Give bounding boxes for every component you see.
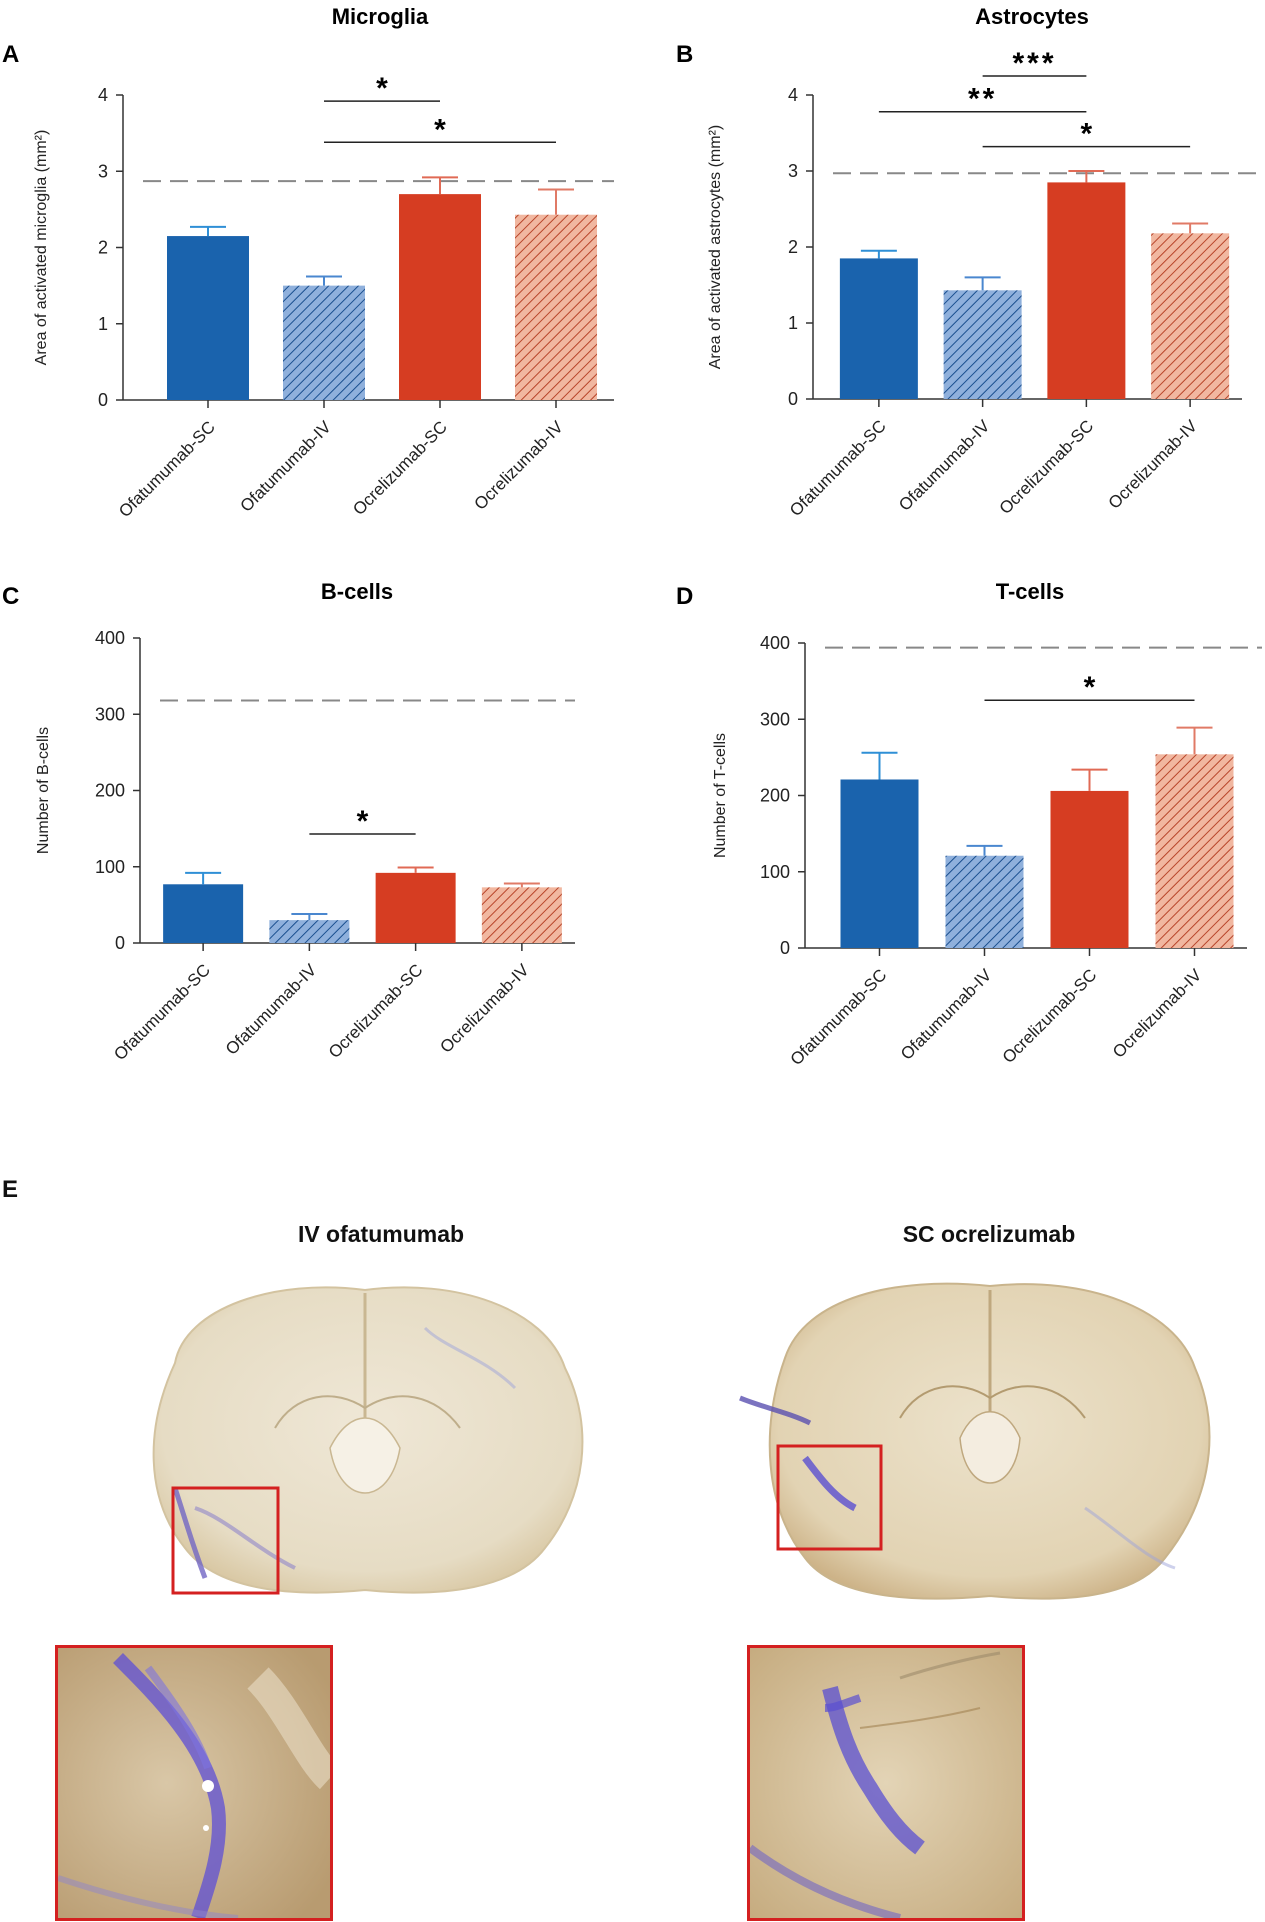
y-tick-label-a: 1: [98, 314, 108, 334]
category-label-a-3: Ocrelizumab-SC: [349, 417, 451, 519]
chart-title-b: Astrocytes: [975, 4, 1089, 29]
panel-letter-b: B: [676, 41, 693, 68]
category-label-d-4: Ocrelizumab-IV: [1109, 965, 1206, 1062]
bar-d-1: [840, 779, 919, 948]
y-tick-label-d: 200: [760, 786, 790, 806]
category-label-d-1: Ofatumumab-SC: [787, 965, 891, 1069]
category-label-c-3: Ocrelizumab-SC: [325, 960, 427, 1062]
figure-charts: A Microglia 0 1 2 3 4 Area of activated microgl…: [2, 4, 1262, 1069]
bar-b-4: [1151, 233, 1230, 399]
category-label-b-4: Ocrelizumab-IV: [1105, 416, 1202, 513]
significance-star-c-1: *: [357, 805, 369, 838]
panel-letter-a: A: [2, 41, 19, 68]
category-label-c-4: Ocrelizumab-IV: [436, 960, 533, 1057]
right-micrograph-title: SC ocrelizumab: [902, 1221, 1076, 1247]
bar-a-3: [399, 194, 481, 400]
bar-d-3: [1050, 790, 1129, 948]
category-label-c-2: Ofatumumab-IV: [222, 960, 321, 1059]
significance-star-a-1: *: [376, 72, 388, 105]
y-tick-label-c: 400: [95, 628, 125, 648]
chart-title-c: B-cells: [321, 579, 393, 604]
bar-c-4: [481, 887, 562, 943]
zoom-inset-sc-ocrelizumab: [747, 1645, 1025, 1921]
category-label-b-2: Ofatumumab-IV: [895, 416, 994, 515]
bar-a-4: [515, 214, 597, 400]
y-tick-label-b: 3: [788, 161, 798, 181]
panel-letter-d: D: [676, 583, 693, 610]
y-tick-label-d: 0: [780, 938, 790, 958]
y-tick-label-c: 100: [95, 857, 125, 877]
bar-d-4: [1155, 754, 1234, 948]
y-tick-label-d: 400: [760, 633, 790, 653]
y-tick-label-c: 200: [95, 781, 125, 801]
category-label-b-1: Ofatumumab-SC: [786, 416, 890, 520]
y-tick-label-a: 4: [98, 85, 108, 105]
significance-star-b-3: *: [1081, 118, 1093, 151]
significance-star-a-2: *: [434, 113, 446, 146]
chart-title-d: T-cells: [996, 579, 1064, 604]
bar-b-1: [839, 258, 918, 399]
y-tick-label-c: 300: [95, 704, 125, 724]
bar-b-3: [1047, 182, 1126, 399]
bar-b-2: [943, 290, 1022, 399]
category-label-a-4: Ocrelizumab-IV: [471, 417, 568, 514]
bar-c-2: [269, 920, 350, 943]
brain-section-iv-ofatumumab: [115, 1268, 615, 1613]
y-axis-label-d: Number of T-cells: [712, 733, 729, 858]
panel-letter-e: E: [2, 1176, 19, 1203]
y-axis-label-a: Area of activated microglia (mm²): [33, 130, 50, 366]
y-axis-label-c: Number of B-cells: [35, 727, 52, 854]
significance-star-b-2: **: [968, 83, 997, 116]
panel-letter-c: C: [2, 583, 19, 610]
category-label-b-3: Ocrelizumab-SC: [996, 416, 1098, 518]
category-label-c-1: Ofatumumab-SC: [110, 960, 214, 1064]
bar-c-1: [163, 884, 244, 943]
category-label-d-2: Ofatumumab-IV: [897, 965, 996, 1064]
zoom-inset-iv-ofatumumab: [55, 1645, 333, 1921]
left-micrograph-title: IV ofatumumab: [297, 1221, 465, 1247]
y-tick-label-b: 4: [788, 85, 798, 105]
y-tick-label-b: 0: [788, 389, 798, 409]
significance-star-d-1: *: [1084, 671, 1096, 704]
significance-star-b-1: ***: [1012, 47, 1056, 80]
brain-section-sc-ocrelizumab: [735, 1268, 1235, 1613]
y-tick-label-d: 100: [760, 862, 790, 882]
y-tick-label-a: 3: [98, 161, 108, 181]
y-tick-label-a: 0: [98, 390, 108, 410]
category-label-a-2: Ofatumumab-IV: [237, 417, 336, 516]
y-tick-label-c: 0: [115, 933, 125, 953]
y-tick-label-a: 2: [98, 238, 108, 258]
y-tick-label-b: 1: [788, 313, 798, 333]
category-label-d-3: Ocrelizumab-SC: [999, 965, 1101, 1067]
bar-d-2: [945, 855, 1024, 948]
y-tick-label-b: 2: [788, 237, 798, 257]
category-label-a-1: Ofatumumab-SC: [115, 417, 219, 521]
y-axis-label-b: Area of activated astrocytes (mm²): [707, 125, 724, 370]
bar-c-3: [375, 872, 456, 943]
bar-a-1: [167, 236, 249, 400]
bar-a-2: [283, 285, 365, 400]
chart-title-a: Microglia: [332, 4, 429, 29]
y-tick-label-d: 300: [760, 709, 790, 729]
